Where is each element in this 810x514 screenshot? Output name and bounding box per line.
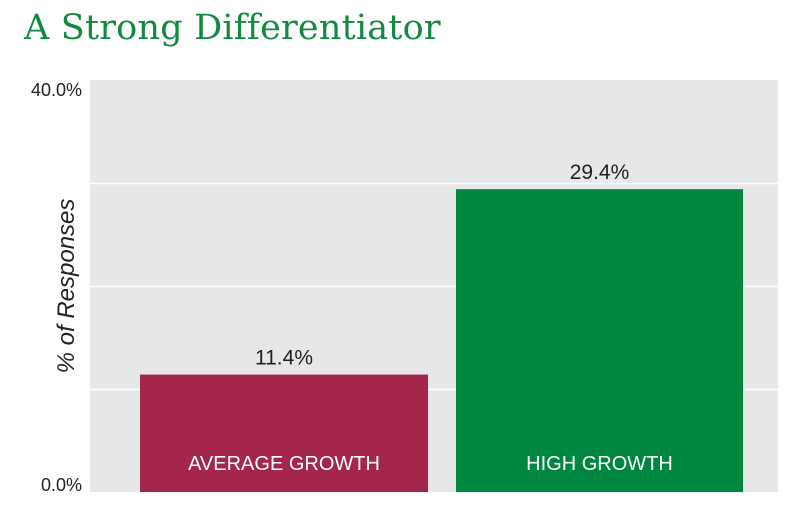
category-label: HIGH GROWTH bbox=[526, 453, 673, 475]
y-axis-label: % of Responses bbox=[53, 199, 80, 374]
bars: 11.4% AVERAGE GROWTH 29.4% HIGH GROWTH bbox=[140, 161, 743, 492]
category-label: AVERAGE GROWTH bbox=[188, 453, 380, 475]
chart-title: A Strong Differentiator bbox=[24, 8, 441, 48]
data-label: 29.4% bbox=[570, 161, 630, 184]
bar-high-growth bbox=[456, 189, 743, 492]
y-tick-label: 40.0% bbox=[31, 80, 82, 100]
data-label: 11.4% bbox=[255, 347, 313, 370]
y-axis-ticks: 0.0% 40.0% bbox=[31, 80, 82, 495]
y-tick-label: 0.0% bbox=[41, 475, 82, 495]
bar-average-growth bbox=[140, 374, 428, 492]
